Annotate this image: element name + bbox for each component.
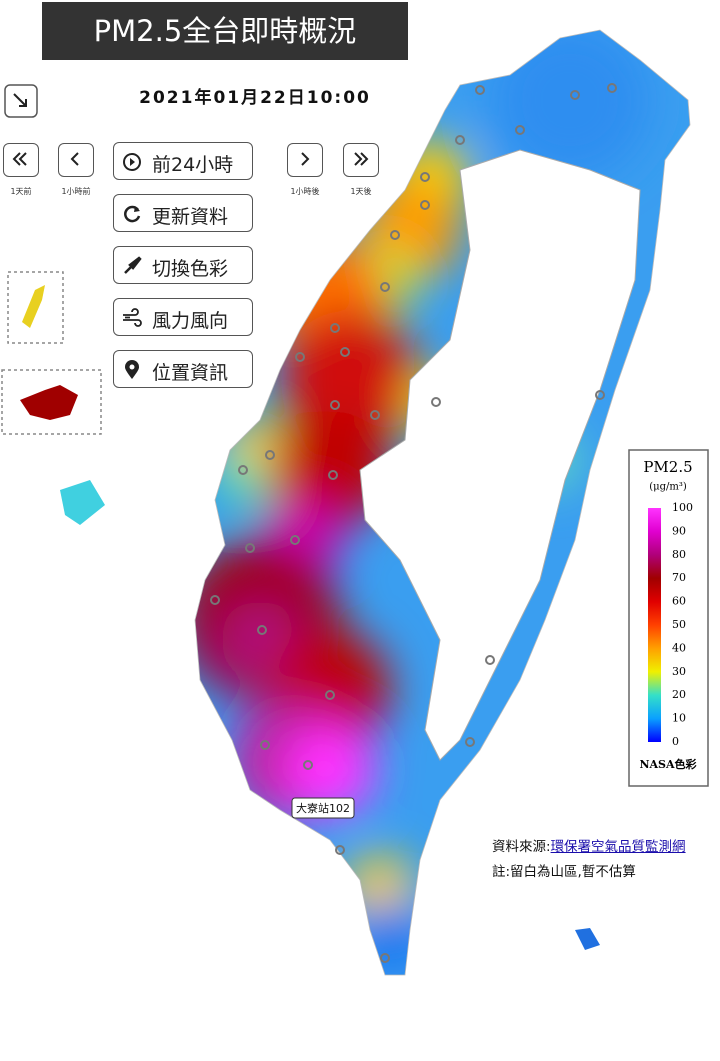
nav-label: 1小時後 xyxy=(290,187,320,196)
forward-hour[interactable] xyxy=(287,143,323,177)
title-box xyxy=(42,2,408,60)
legend-title: PM2.5 xyxy=(643,458,692,476)
back-hour[interactable] xyxy=(58,143,94,177)
legend xyxy=(628,449,709,787)
color-bar xyxy=(648,508,661,742)
source: 資料來源:環保署空氣品質監測網 xyxy=(492,835,686,855)
button-label: 風力風向 xyxy=(152,310,229,332)
legend-tick-label: 80 xyxy=(672,548,686,561)
legend-tick-label: 70 xyxy=(672,571,686,584)
nav-label: 1天前 xyxy=(10,187,32,196)
datetime: 2021年01月22日10:00 xyxy=(139,87,371,108)
stations xyxy=(210,83,617,963)
legend-tick-label: 40 xyxy=(672,641,686,654)
source-prefix: 資料來源: xyxy=(492,839,551,855)
station-label: 大寮站102 xyxy=(296,801,350,815)
legend-tick-label: 20 xyxy=(672,688,686,701)
forward-day[interactable] xyxy=(343,143,379,177)
legend-tick-label: 50 xyxy=(672,618,686,631)
legend-tick-label: 0 xyxy=(672,735,679,748)
button[interactable]: 切換色彩 xyxy=(113,246,253,284)
legend-unit: (μg/m³) xyxy=(649,482,687,493)
legend-tick-label: 90 xyxy=(672,524,686,537)
legend-tick-label: 30 xyxy=(672,665,686,678)
legend-tick-label: 60 xyxy=(672,595,686,608)
nav-label: 1小時前 xyxy=(61,187,91,196)
button-label: 更新資料 xyxy=(152,206,229,228)
back-day[interactable] xyxy=(3,143,39,177)
button[interactable]: 更新資料 xyxy=(113,194,253,232)
legend-tick-label: 10 xyxy=(672,712,686,725)
button[interactable]: 位置資訊 xyxy=(113,350,253,388)
title: PM2.5全台即時概況 xyxy=(94,14,357,48)
button-label: 位置資訊 xyxy=(152,362,229,384)
legend-tick-label: 100 xyxy=(672,501,693,514)
button-label: 切換色彩 xyxy=(152,258,229,280)
nav-label: 1天後 xyxy=(350,187,372,196)
button-label: 前24小時 xyxy=(152,154,234,176)
button[interactable]: 前24小時 xyxy=(113,142,253,180)
button[interactable]: 風力風向 xyxy=(113,298,253,336)
note: 註:留白為山區,暫不估算 xyxy=(492,864,636,880)
source-link[interactable]: 環保署空氣品質監測網 xyxy=(550,839,686,855)
legend-footer: NASA色彩 xyxy=(639,757,696,771)
